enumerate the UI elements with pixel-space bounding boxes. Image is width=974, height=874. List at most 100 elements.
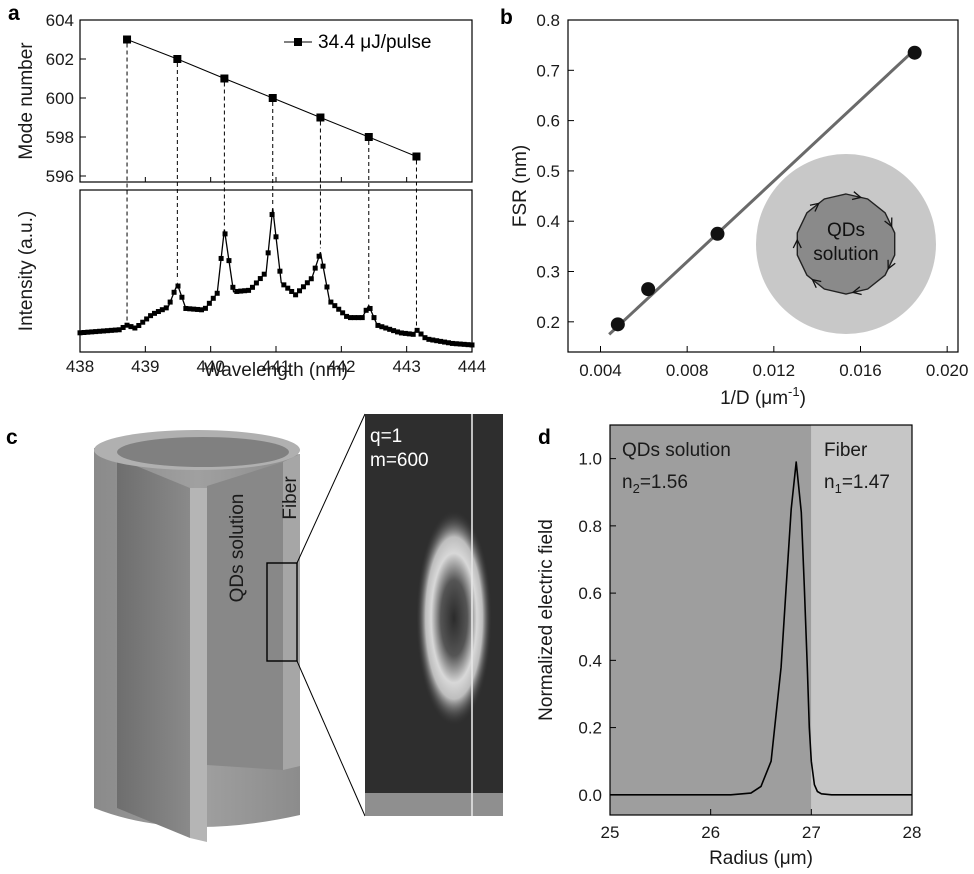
intensity-marker-42	[242, 288, 248, 294]
zoom-line-bottom	[296, 660, 366, 817]
panel-b-xlabel-main: 1/D (μm	[720, 388, 788, 409]
field-profile-line	[610, 461, 912, 796]
intensity-marker-0	[77, 330, 83, 336]
intensity-marker-36	[218, 255, 224, 261]
panel-a-top-ytick-label-4: 604	[46, 11, 74, 30]
intensity-marker-49	[269, 212, 275, 218]
intensity-marker-91	[434, 338, 440, 344]
cut-face	[190, 488, 207, 842]
intensity-marker-18	[148, 313, 154, 319]
panel-b-xtick-label-1: 0.008	[666, 361, 709, 380]
intensity-marker-13	[128, 324, 134, 330]
intensity-marker-30	[195, 306, 201, 312]
mode-point-2	[220, 74, 229, 83]
panel-b-frame	[567, 19, 959, 353]
intensity-marker-95	[449, 340, 455, 346]
panel-a-legend: 34.4 μJ/pulse	[284, 32, 431, 53]
panel-b-ytick-label-0: 0.2	[536, 313, 560, 332]
inset-arrow-2	[887, 259, 896, 271]
panel-d-ytick-label-0: 0.0	[578, 786, 602, 805]
inset-arrow-0	[851, 191, 863, 201]
panel-b-ytick-label-2: 0.4	[536, 212, 560, 231]
panel-b-ytick-label-3: 0.5	[536, 162, 560, 181]
panel-d-ytick-label-5: 1.0	[578, 450, 602, 469]
panel-b-xtick-label-4: 0.020	[926, 361, 969, 380]
panel-label-a: a	[8, 2, 20, 25]
panel-b-fsr-plot: QDs solution 0.004 0.008 0.012 0.016 0.020 0.…	[510, 11, 968, 409]
zoom-line-top	[296, 413, 366, 564]
panel-a-xlabel: Wavelength (nm)	[204, 360, 348, 381]
intensity-marker-53	[285, 285, 291, 291]
panel-a-intensity-plot: 438 439 440 441 442 443 444 Wavelength (nm) In…	[16, 43, 486, 381]
mode-point-3	[268, 94, 277, 102]
panel-a-xtick-label-2: 440	[196, 357, 224, 376]
intensity-marker-6	[101, 328, 107, 334]
panel-d-ytick-label-3: 0.6	[578, 584, 602, 603]
intensity-marker-65	[332, 303, 338, 309]
panel-label-d: d	[538, 426, 551, 449]
mode-point-4	[316, 113, 325, 122]
intensity-marker-35	[214, 290, 220, 296]
intensity-marker-10	[116, 327, 122, 333]
intensity-marker-39	[230, 284, 236, 290]
intensity-marker-100	[469, 342, 475, 348]
intensity-marker-73	[363, 307, 369, 313]
intensity-marker-92	[438, 338, 444, 344]
panel-a-xtick-label-1: 439	[131, 357, 159, 376]
intensity-marker-94	[445, 340, 451, 346]
intensity-marker-61	[316, 253, 322, 259]
fsr-point-1	[641, 282, 656, 297]
intensity-marker-11	[120, 324, 126, 330]
panel-b-xlabel-sup: -1	[788, 384, 800, 399]
qd-region-index: n2=1.56	[622, 472, 688, 496]
intensity-marker-32	[202, 305, 208, 311]
intensity-marker-29	[191, 306, 197, 312]
panel-b-ylabel: FSR (nm)	[510, 145, 531, 227]
intensity-marker-16	[140, 319, 146, 325]
intensity-marker-4	[93, 329, 99, 335]
intensity-marker-15	[136, 323, 142, 329]
intensity-marker-45	[253, 280, 259, 286]
intensity-marker-88	[422, 335, 428, 341]
panel-d-ylabel: Normalized electric field	[536, 519, 557, 721]
inset-arrow-5	[792, 238, 802, 249]
legend-series-label: 34.4 μJ/pulse	[318, 32, 431, 53]
inset-arrow-1	[884, 217, 893, 228]
intensity-marker-78	[383, 325, 389, 331]
intensity-marker-5	[97, 328, 103, 334]
panel-a-bottom-ylabel: Intensity (a.u.)	[16, 211, 37, 331]
fiber-index-sub: 1	[835, 481, 842, 496]
intensity-marker-26	[179, 294, 185, 300]
mode-point-6	[412, 152, 421, 161]
intensity-marker-80	[391, 328, 397, 334]
intensity-marker-22	[163, 305, 169, 311]
intensity-marker-77	[379, 324, 385, 330]
mode-image-bottom-band	[365, 793, 503, 816]
intensity-marker-41	[238, 288, 244, 294]
qd-solution-layer	[207, 462, 283, 770]
intensity-marker-76	[375, 322, 381, 328]
panel-d-xtick-label-0: 25	[601, 823, 620, 842]
intensity-marker-71	[355, 315, 361, 321]
fiber-index-n: n	[824, 472, 835, 493]
intensity-marker-87	[418, 331, 424, 337]
panel-a-xtick-label-5: 443	[392, 357, 420, 376]
fsr-point-3	[907, 45, 922, 60]
panel-a-top-ylabel: Mode number	[16, 42, 37, 160]
intensity-marker-85	[410, 331, 416, 337]
intensity-marker-68	[344, 313, 350, 319]
intensity-marker-31	[199, 307, 205, 313]
intensity-marker-40	[234, 288, 240, 294]
fsr-point-0	[610, 317, 625, 332]
panel-a-xtick-label-6: 444	[458, 357, 486, 376]
intensity-marker-43	[246, 287, 252, 293]
inset-arrow-6	[809, 202, 820, 212]
intensity-marker-38	[226, 258, 232, 264]
intensity-marker-62	[320, 263, 326, 269]
intensity-marker-54	[289, 288, 295, 294]
panel-a-mode-plot: 596 598 600 602 604 34.4 μJ/pulse Mode numbe…	[16, 11, 473, 186]
intensity-marker-50	[273, 234, 279, 240]
fiber-region	[811, 425, 912, 815]
intensity-marker-70	[351, 315, 357, 321]
